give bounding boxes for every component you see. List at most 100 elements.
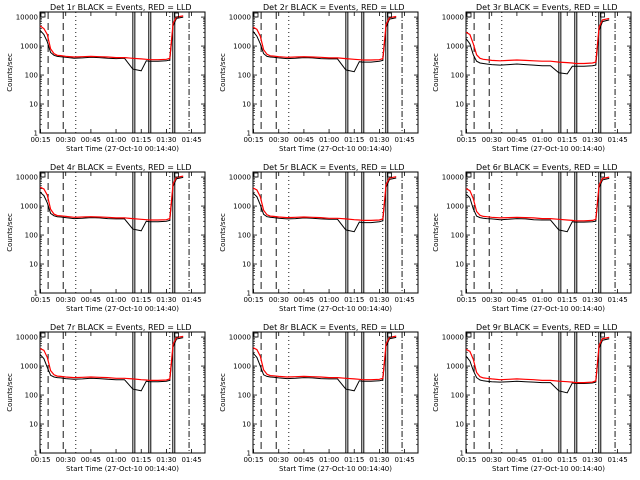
- y-tick-label: 10000: [442, 334, 464, 342]
- x-tick-label: 01:15: [344, 296, 364, 304]
- x-tick-label: 01:30: [156, 136, 176, 144]
- x-tick-label: 01:00: [532, 296, 552, 304]
- x-tick-label: 01:45: [607, 456, 627, 464]
- x-axis-label: Start Time (27-Oct-10 00:14:40): [279, 305, 392, 313]
- corner-marker: [253, 172, 259, 178]
- y-axis-label: Counts/sec: [219, 373, 227, 412]
- x-tick-label: 01:15: [557, 296, 577, 304]
- y-tick-label: 10: [29, 421, 38, 429]
- x-tick-label: 01:30: [369, 456, 389, 464]
- series-line-events: [465, 19, 610, 75]
- y-tick-label: 1: [460, 450, 464, 458]
- x-tick-label: 01:15: [131, 136, 151, 144]
- corner-marker: [40, 332, 46, 338]
- x-tick-label: 00:15: [243, 296, 263, 304]
- y-tick-label: 1: [34, 450, 38, 458]
- panel-det-7: Det 7r BLACK = Events, RED = LLD 1 10 100 10…: [6, 323, 206, 473]
- corner-marker: [174, 12, 179, 18]
- y-tick-label: 100: [451, 232, 464, 240]
- x-tick-label: 00:30: [482, 296, 502, 304]
- x-tick-label: 00:45: [294, 456, 314, 464]
- panel-title: Det 6r BLACK = Events, RED = LLD: [476, 163, 618, 172]
- x-tick-label: 00:30: [269, 296, 289, 304]
- y-tick-label: 10000: [229, 174, 251, 182]
- y-tick-label: 10000: [16, 334, 38, 342]
- x-tick-label: 01:30: [582, 296, 602, 304]
- corner-marker: [466, 332, 472, 338]
- y-tick-label: 10: [29, 261, 38, 269]
- x-axis-label: Start Time (27-Oct-10 00:14:40): [279, 465, 392, 473]
- plot-frame: [252, 331, 419, 454]
- series-line-lld: [39, 15, 184, 61]
- x-tick-label: 00:30: [56, 456, 76, 464]
- x-tick-label: 00:15: [456, 136, 476, 144]
- y-tick-label: 10: [242, 261, 251, 269]
- x-tick-label: 00:45: [507, 456, 527, 464]
- corner-marker: [253, 332, 259, 338]
- y-axis-label: Counts/sec: [6, 213, 14, 252]
- x-axis-label: Start Time (27-Oct-10 00:14:40): [66, 465, 179, 473]
- y-tick-label: 1: [34, 130, 38, 138]
- y-tick-label: 10000: [442, 174, 464, 182]
- x-tick-label: 00:30: [269, 456, 289, 464]
- series-line-lld: [465, 336, 610, 384]
- panel-det-1: Det 1r BLACK = Events, RED = LLD 1 10 100 10…: [6, 3, 206, 153]
- plot-frame: [252, 11, 419, 134]
- y-tick-label: 1000: [20, 363, 38, 371]
- y-tick-label: 10: [455, 421, 464, 429]
- y-tick-label: 1000: [20, 43, 38, 51]
- panel-det-6: Det 6r BLACK = Events, RED = LLD 1 10 100 10…: [432, 163, 632, 313]
- x-tick-label: 00:45: [294, 136, 314, 144]
- x-axis-label: Start Time (27-Oct-10 00:14:40): [492, 305, 605, 313]
- x-tick-label: 00:30: [56, 296, 76, 304]
- y-tick-label: 100: [238, 72, 251, 80]
- y-tick-label: 1: [247, 450, 251, 458]
- y-tick-label: 1: [460, 130, 464, 138]
- x-tick-label: 00:30: [482, 456, 502, 464]
- x-tick-label: 01:45: [394, 456, 414, 464]
- plot-frame: [465, 331, 632, 454]
- x-tick-label: 01:00: [532, 136, 552, 144]
- panel-title: Det 9r BLACK = Events, RED = LLD: [476, 323, 618, 332]
- y-tick-label: 10: [242, 101, 251, 109]
- x-tick-label: 01:45: [394, 136, 414, 144]
- panel-det-3: Det 3r BLACK = Events, RED = LLD 1 10 100 10…: [432, 3, 632, 153]
- x-tick-label: 00:45: [507, 136, 527, 144]
- series-line-lld: [252, 335, 397, 381]
- corner-marker: [174, 172, 179, 178]
- x-tick-label: 01:45: [394, 296, 414, 304]
- corner-marker: [174, 332, 179, 338]
- series-line-lld: [252, 176, 397, 222]
- x-tick-label: 01:00: [319, 456, 339, 464]
- panel-title: Det 1r BLACK = Events, RED = LLD: [50, 3, 192, 12]
- corner-marker: [40, 172, 46, 178]
- x-tick-label: 00:45: [507, 296, 527, 304]
- y-axis-label: Counts/sec: [6, 53, 14, 92]
- y-tick-label: 10000: [229, 334, 251, 342]
- corner-marker: [466, 172, 472, 178]
- plot-frame: [39, 171, 206, 294]
- series-line-events: [465, 177, 610, 233]
- series-line-events: [39, 337, 184, 392]
- series-line-lld: [39, 335, 184, 382]
- plot-frame: [39, 11, 206, 134]
- panel-title: Det 2r BLACK = Events, RED = LLD: [263, 3, 405, 12]
- x-tick-label: 01:30: [582, 456, 602, 464]
- corner-marker: [600, 12, 605, 18]
- x-tick-label: 00:15: [30, 296, 50, 304]
- x-tick-label: 01:30: [369, 136, 389, 144]
- y-tick-label: 10000: [16, 174, 38, 182]
- y-axis-label: Counts/sec: [219, 213, 227, 252]
- plot-frame: [39, 331, 206, 454]
- y-tick-label: 1: [247, 290, 251, 298]
- series-line-lld: [252, 15, 397, 61]
- y-axis-label: Counts/sec: [432, 373, 440, 412]
- corner-marker: [387, 12, 392, 18]
- x-tick-label: 00:45: [81, 296, 101, 304]
- x-axis-label: Start Time (27-Oct-10 00:14:40): [492, 465, 605, 473]
- x-tick-label: 01:30: [369, 296, 389, 304]
- x-tick-label: 01:15: [557, 136, 577, 144]
- x-tick-label: 00:15: [30, 136, 50, 144]
- y-axis-label: Counts/sec: [432, 213, 440, 252]
